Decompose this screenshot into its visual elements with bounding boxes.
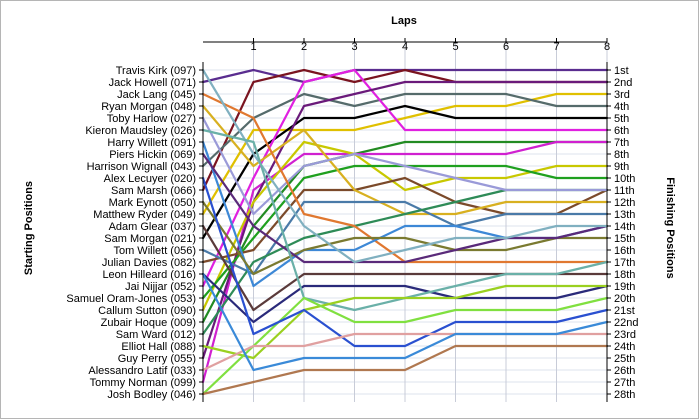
finishing-position-label: 14th [614,221,635,233]
series-line [201,68,609,264]
starting-position-label: Toby Harlow (027) [107,113,196,125]
series-line [201,116,609,216]
finishing-position-label: 27th [614,377,635,389]
starting-position-label: Travis Kirk (097) [116,65,196,77]
series-line [201,92,609,168]
starting-position-label: Tommy Norman (099) [90,377,196,389]
series-line [201,176,609,348]
starting-position-label: Adam Glear (037) [109,221,196,233]
finishing-position-label: 8th [614,149,629,161]
starting-position-label: Julian Davies (082) [102,257,196,269]
finishing-position-label: 18th [614,269,635,281]
starting-position-label: Tom Willett (056) [113,245,196,257]
finishing-position-label: 24th [614,341,635,353]
starting-position-label: Sam Ward (012) [116,329,196,341]
starting-position-label: Sam Marsh (066) [111,185,196,197]
starting-position-label: Samuel Oram-Jones (053) [66,293,196,305]
finishing-position-label: 10th [614,173,635,185]
x-tick-label: 7 [553,41,559,53]
starting-position-label: Mark Eynott (050) [109,197,196,209]
series-line [201,68,609,288]
series-line [201,284,609,360]
series-line [201,140,609,324]
series-line [201,152,609,264]
finishing-position-label: 28th [614,389,635,401]
finishing-position-label: 11th [614,185,635,197]
finishing-position-label: 3rd [614,89,630,101]
finishing-position-label: 25th [614,353,635,365]
finishing-position-label: 1st [614,65,629,77]
y-axis-label-left: Starting Positions [23,181,35,275]
finishing-position-label: 9th [614,161,629,173]
x-tick-label: 8 [604,41,610,53]
finishing-position-label: 15th [614,233,635,245]
x-tick-label: 5 [452,41,458,53]
starting-position-label: Jai Nijjar (052) [125,281,196,293]
finishing-position-label: 20th [614,293,635,305]
finishing-position-label: 26th [614,365,635,377]
x-tick-label: 2 [301,41,307,53]
starting-position-label: Harrison Wignall (043) [87,161,196,173]
series-line [201,80,609,360]
series-line [201,200,609,276]
starting-position-label: Callum Sutton (090) [98,305,196,317]
starting-position-label: Jack Lang (045) [117,89,196,101]
series-line [201,344,609,396]
series-line [201,296,609,396]
finishing-position-label: 16th [614,245,635,257]
starting-position-label: Leon Hilleard (016) [102,269,196,281]
x-tick-label: 6 [503,41,509,53]
starting-position-label: Ryan Morgan (048) [101,101,196,113]
chart-title: Laps [391,15,417,27]
finishing-position-label: 6th [614,125,629,137]
finishing-position-label: 13th [614,209,635,221]
starting-position-label: Harry Willett (091) [107,137,196,149]
finishing-position-label: 21st [614,305,635,317]
series-line [201,200,609,276]
series-line [201,92,609,216]
x-tick-label: 4 [402,41,408,53]
series-line [201,272,609,372]
finishing-position-label: 22nd [614,317,638,329]
x-tick-label: 1 [250,41,256,53]
finishing-position-label: 12th [614,197,635,209]
starting-position-label: Elliot Hall (088) [121,341,196,353]
finishing-position-label: 5th [614,113,629,125]
starting-position-label: Josh Bodley (046) [107,389,196,401]
starting-position-label: Sam Morgan (021) [104,233,196,245]
starting-position-label: Piers Hickin (069) [109,149,196,161]
starting-position-label: Alessandro Latif (033) [88,365,196,377]
finishing-position-label: 2nd [614,77,632,89]
finishing-position-label: 4th [614,101,629,113]
starting-position-label: Matthew Ryder (049) [93,209,196,221]
x-tick-label: 3 [351,41,357,53]
finishing-position-label: 7th [614,137,629,149]
series-line [201,140,609,312]
finishing-position-label: 17th [614,257,635,269]
y-axis-label-right: Finishing Positions [664,177,676,278]
series-line [201,104,609,240]
finishing-position-label: 19th [614,281,635,293]
starting-position-label: Guy Perry (055) [118,353,196,365]
starting-position-label: Zubair Hoque (009) [101,317,196,329]
finishing-position-label: 23rd [614,329,636,341]
starting-position-label: Alex Lecuyer (020) [104,173,196,185]
starting-position-label: Kieron Maudsley (026) [85,125,196,137]
series-line [201,272,609,324]
starting-position-label: Jack Howell (071) [109,77,196,89]
